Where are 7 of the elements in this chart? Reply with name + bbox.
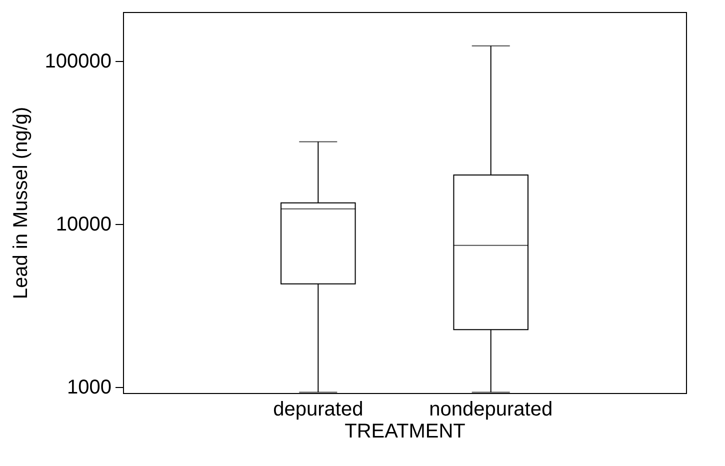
x-tick-label: depurated: [273, 398, 364, 420]
y-tick-label: 10000: [56, 214, 112, 236]
y-axis-title: Lead in Mussel (ng/g): [10, 106, 32, 300]
x-tick-label: nondepurated: [429, 398, 553, 420]
x-axis-title: TREATMENT: [344, 420, 466, 442]
y-tick-label: 100000: [44, 50, 112, 73]
y-tick-label: 1000: [67, 376, 112, 399]
